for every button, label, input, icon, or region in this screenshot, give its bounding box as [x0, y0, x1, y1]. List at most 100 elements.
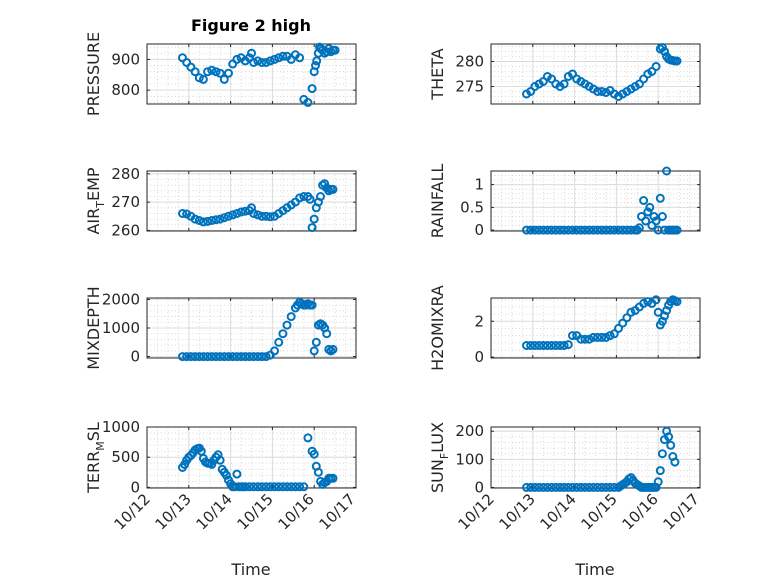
data-point — [307, 300, 317, 310]
y-tick-label: 0.5 — [460, 198, 484, 216]
data-point — [643, 207, 653, 217]
plot-frame — [490, 426, 701, 489]
data-point — [641, 216, 651, 226]
data-point — [551, 225, 561, 235]
data-point — [198, 217, 208, 227]
data-point — [597, 332, 607, 342]
data-point — [257, 211, 267, 221]
data-point — [215, 455, 225, 465]
data-point — [534, 225, 544, 235]
data-point — [211, 352, 221, 362]
data-point — [316, 192, 325, 201]
data-point — [609, 225, 619, 235]
subplot-rainfall: 0 0.5 1 RAINFALL — [428, 164, 701, 239]
data-point — [522, 341, 531, 350]
data-point — [286, 482, 296, 492]
data-point — [307, 223, 317, 233]
data-point — [211, 215, 221, 225]
data-point — [328, 184, 338, 194]
data-point — [274, 53, 284, 63]
subplot-pressure: 800 900 PRESSURE — [84, 32, 357, 116]
data-point — [305, 194, 315, 204]
data-point — [261, 352, 271, 362]
data-point — [526, 225, 536, 235]
plot-frame — [146, 170, 357, 232]
data-point — [194, 216, 204, 225]
data-point — [311, 61, 320, 70]
data-point — [330, 45, 340, 55]
subplot-theta: 275 280 THETA — [428, 43, 701, 105]
data-point — [530, 225, 540, 235]
x-tick-label: 10/12 — [111, 490, 154, 533]
data-point — [309, 449, 319, 459]
x-tick-label: 10/12 — [455, 490, 498, 533]
data-point — [244, 352, 254, 362]
data-point — [295, 53, 305, 63]
data-point — [555, 482, 565, 492]
data-point — [584, 482, 594, 492]
data-point — [655, 466, 665, 476]
data-point — [626, 307, 636, 317]
data-point — [534, 341, 544, 350]
data-point — [664, 432, 674, 442]
plot-frame — [490, 297, 701, 359]
data-point — [261, 211, 271, 221]
data-point — [672, 297, 682, 307]
data-point — [286, 312, 296, 322]
y-axis-label: TERRMSL — [84, 422, 107, 494]
data-point — [253, 352, 263, 362]
data-point — [555, 225, 565, 235]
y-tick-label: 500 — [111, 448, 140, 466]
y-tick-label: 270 — [111, 193, 140, 211]
data-point — [257, 482, 267, 492]
y-tick-label: 800 — [111, 81, 140, 99]
data-point — [194, 73, 204, 83]
data-point — [232, 54, 242, 64]
data-point — [597, 87, 607, 96]
data-point — [655, 193, 665, 203]
data-point — [219, 352, 229, 362]
data-point — [328, 473, 338, 483]
data-point — [215, 68, 225, 78]
y-tick-label: 275 — [455, 78, 484, 96]
y-axis-label: PRESSURE — [84, 32, 103, 116]
x-tick-label: 10/16 — [619, 490, 662, 533]
data-point — [203, 67, 213, 77]
data-point — [634, 223, 644, 233]
data-point — [538, 225, 548, 235]
data-point — [257, 58, 267, 67]
data-point — [215, 214, 225, 224]
data-point — [534, 482, 544, 492]
data-point — [178, 352, 187, 362]
data-point — [236, 207, 246, 217]
y-tick-label: 280 — [455, 53, 484, 71]
data-point — [270, 482, 279, 492]
data-point — [265, 56, 275, 66]
data-point — [542, 482, 552, 492]
data-point — [572, 482, 582, 492]
data-point — [555, 341, 565, 350]
data-point — [265, 212, 275, 222]
data-point — [559, 79, 569, 89]
data-point — [653, 307, 663, 317]
data-point — [542, 341, 552, 350]
data-point — [580, 334, 590, 344]
data-point — [662, 166, 672, 176]
data-point — [198, 74, 208, 84]
data-point — [542, 225, 552, 235]
data-point — [274, 482, 284, 492]
data-point — [240, 482, 250, 492]
data-point — [221, 470, 231, 480]
data-point — [261, 58, 271, 67]
data-point — [211, 67, 221, 77]
y-tick-label: 280 — [111, 165, 140, 183]
x-axis-label-left: Time — [230, 560, 270, 579]
data-point — [299, 482, 309, 492]
data-point — [253, 210, 263, 220]
y-axis-label: MIXDEPTH — [84, 286, 103, 369]
data-point — [605, 482, 615, 492]
y-tick-label: 0 — [130, 348, 140, 366]
data-point — [597, 482, 607, 492]
